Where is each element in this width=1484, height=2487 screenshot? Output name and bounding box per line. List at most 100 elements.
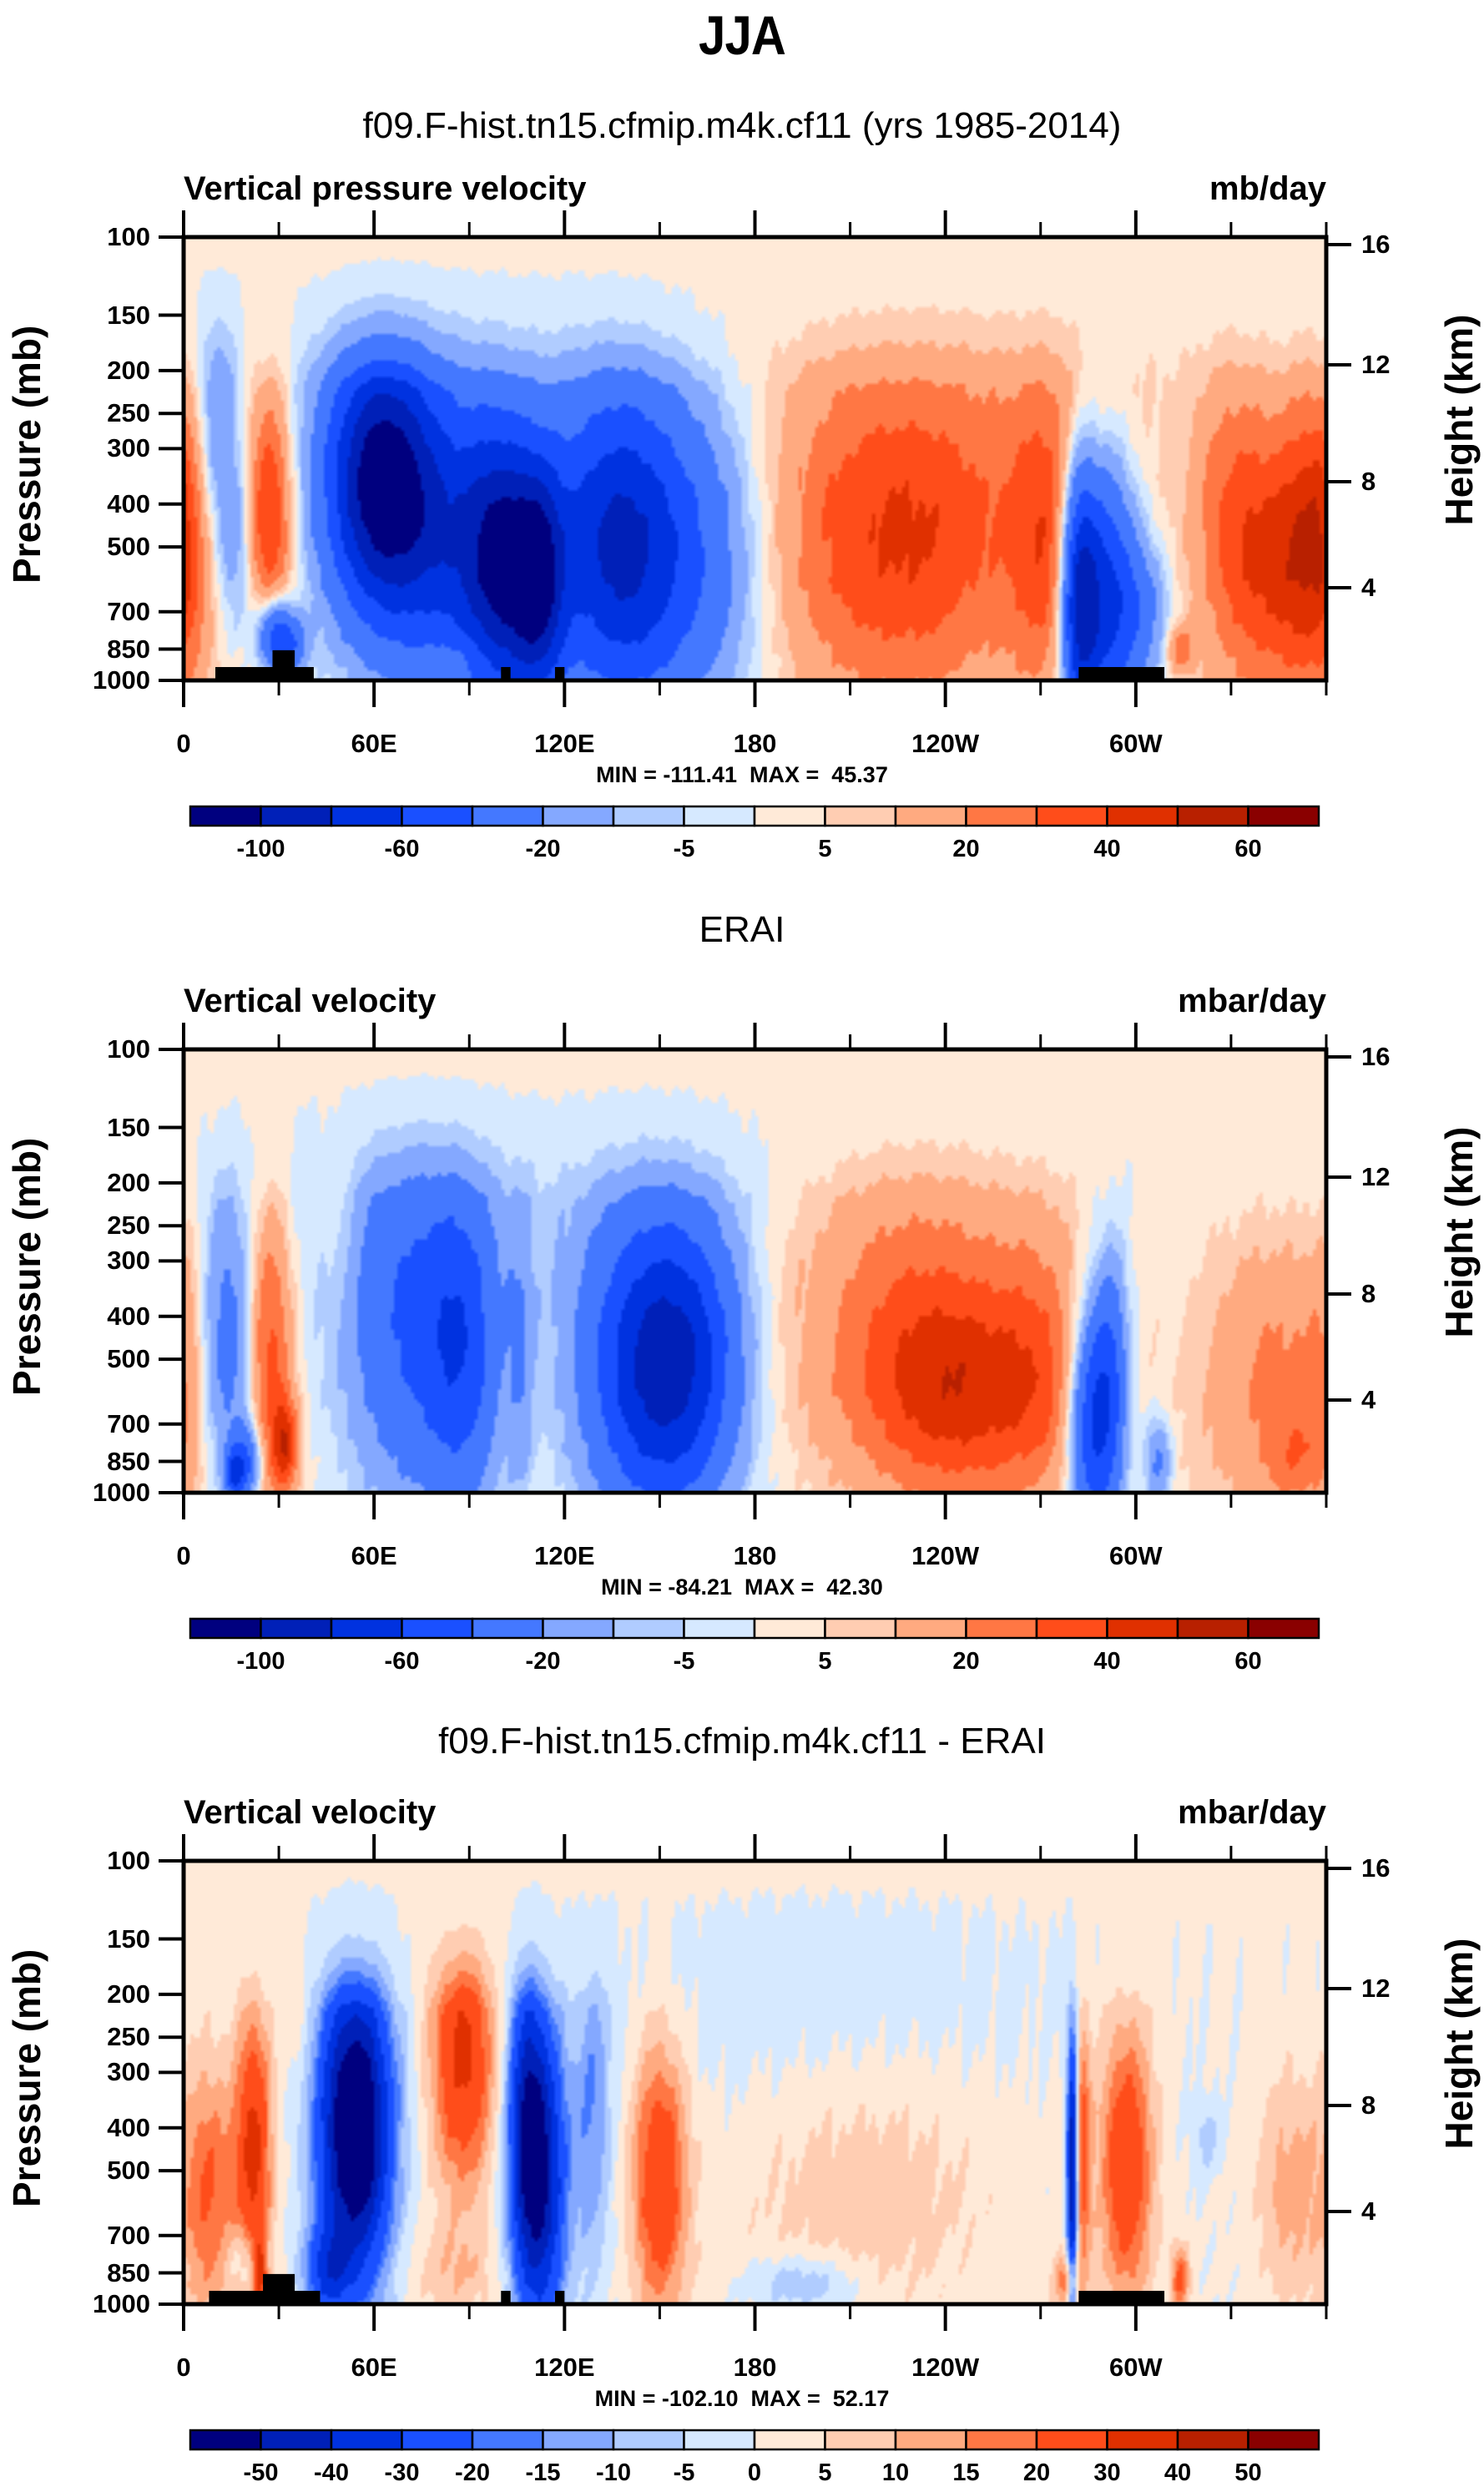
- x-tick-label: 60E: [351, 729, 397, 758]
- contour-field: [184, 1861, 1326, 2304]
- x-tick-label: 120E: [534, 2353, 595, 2382]
- y-tick-label: 200: [107, 1979, 150, 2009]
- x-tick-label: 120W: [911, 1541, 980, 1570]
- colorbar-label: 0: [747, 2459, 762, 2486]
- panel-title: f09.F-hist.tn15.cfmip.m4k.cf11 - ERAI: [438, 1721, 1046, 1762]
- colorbar: [189, 805, 1320, 827]
- colorbar-label: 5: [818, 836, 832, 862]
- y-tick-label: 1000: [93, 665, 150, 695]
- colorbar-label: -50: [243, 2459, 279, 2486]
- y-tick-label: 300: [107, 2057, 150, 2087]
- colorbar-box: [753, 1617, 826, 1640]
- colorbar-box: [1176, 1617, 1249, 1640]
- y-tick-label: 500: [107, 532, 150, 562]
- y-tick-label: 200: [107, 1167, 150, 1197]
- left-string: Vertical velocity: [184, 1794, 437, 1831]
- x-tick-label: 180: [733, 2353, 777, 2382]
- height-tick-label: 8: [1361, 2090, 1376, 2120]
- colorbar-label: -40: [314, 2459, 349, 2486]
- colorbar-box: [1247, 2429, 1320, 2451]
- land-mask: [554, 2291, 565, 2304]
- colorbar-label: 60: [1234, 1648, 1262, 1675]
- land-mask: [272, 650, 295, 680]
- height-tick-label: 12: [1361, 1162, 1391, 1191]
- height-tick-label: 8: [1361, 1279, 1376, 1308]
- colorbar-box: [894, 805, 967, 827]
- colorbar-label: -100: [236, 1648, 285, 1675]
- y-tick-label: 500: [107, 1344, 150, 1374]
- x-tick-label: 180: [733, 1541, 777, 1570]
- colorbar-label: 30: [1093, 2459, 1121, 2486]
- y-tick-label: 150: [107, 1923, 150, 1954]
- y-tick-label: 250: [107, 1211, 150, 1241]
- colorbar-label: -5: [673, 2459, 695, 2486]
- land-mask: [554, 667, 565, 680]
- land-mask: [501, 2291, 511, 2304]
- colorbar-label: -10: [596, 2459, 631, 2486]
- colorbar-box: [612, 805, 685, 827]
- colorbar-box: [753, 2429, 826, 2451]
- x-tick-label: 180: [733, 729, 777, 758]
- colorbar-box: [260, 805, 333, 827]
- colorbar-box: [189, 2429, 262, 2451]
- colorbar-label: 10: [881, 2459, 910, 2486]
- colorbar: [189, 1617, 1320, 1640]
- colorbar-box: [824, 2429, 897, 2451]
- colorbar-label: -100: [236, 836, 285, 862]
- colorbar-box: [260, 1617, 333, 1640]
- height-tick-label: 4: [1361, 1385, 1376, 1414]
- x-tick-label: 0: [176, 1541, 191, 1570]
- colorbar-box: [401, 1617, 474, 1640]
- plot-axes: [159, 210, 1351, 707]
- x-tick-label: 60W: [1108, 1541, 1163, 1570]
- colorbar-box: [612, 2429, 685, 2451]
- y-tick-label: 500: [107, 2156, 150, 2186]
- colorbar-box: [965, 2429, 1038, 2451]
- colorbar-box: [894, 2429, 967, 2451]
- colorbar-label: 5: [818, 2459, 832, 2486]
- colorbar-box: [1106, 805, 1179, 827]
- height-tick-label: 16: [1361, 1853, 1391, 1883]
- colorbar-label: -60: [384, 836, 420, 862]
- units-string: mb/day: [1209, 170, 1326, 207]
- y-axis-title: Pressure (mb): [5, 1949, 48, 2207]
- plot-frame: [181, 1047, 1329, 1495]
- height-tick-label: 8: [1361, 467, 1376, 496]
- y-tick-label: 850: [107, 2257, 150, 2287]
- colorbar-box: [1035, 805, 1108, 827]
- colorbar-box: [330, 1617, 403, 1640]
- y-tick-label: 250: [107, 398, 150, 428]
- land-mask: [501, 667, 511, 680]
- colorbar-label: 20: [952, 836, 980, 862]
- colorbar-box: [471, 2429, 544, 2451]
- y-tick-label: 1000: [93, 2289, 150, 2318]
- min-max-label: MIN = -111.41 MAX = 45.37: [596, 762, 888, 787]
- x-tick-label: 120E: [534, 729, 595, 758]
- x-tick-label: 0: [176, 729, 191, 758]
- plot-frame: [181, 235, 1329, 683]
- colorbar-box: [965, 805, 1038, 827]
- y-tick-label: 300: [107, 433, 150, 463]
- colorbar-box: [330, 2429, 403, 2451]
- y-tick-label: 700: [107, 596, 150, 626]
- colorbar-label: 5: [818, 1648, 832, 1675]
- colorbar: [189, 2429, 1320, 2451]
- colorbar-box: [189, 805, 262, 827]
- colorbar-label: -20: [525, 1648, 561, 1675]
- plot-axes: [159, 1023, 1351, 1519]
- figure-main-title: JJA: [699, 4, 786, 66]
- plot-frame: [181, 1858, 1329, 2307]
- x-tick-label: 60E: [351, 2353, 397, 2382]
- contour-field: [184, 1049, 1326, 1493]
- colorbar-box: [1035, 2429, 1108, 2451]
- height-tick-label: 4: [1361, 2196, 1376, 2226]
- colorbar-box: [1247, 805, 1320, 827]
- colorbar-box: [542, 805, 615, 827]
- colorbar-box: [471, 1617, 544, 1640]
- colorbar-label: -30: [384, 2459, 420, 2486]
- plot-axes: [159, 1834, 1351, 2331]
- y-axis-title-right: Height (km): [1437, 314, 1481, 526]
- land-mask: [1078, 2291, 1165, 2304]
- panel-title: f09.F-hist.tn15.cfmip.m4k.cf11 (yrs 1985…: [362, 105, 1122, 146]
- colorbar-box: [683, 1617, 756, 1640]
